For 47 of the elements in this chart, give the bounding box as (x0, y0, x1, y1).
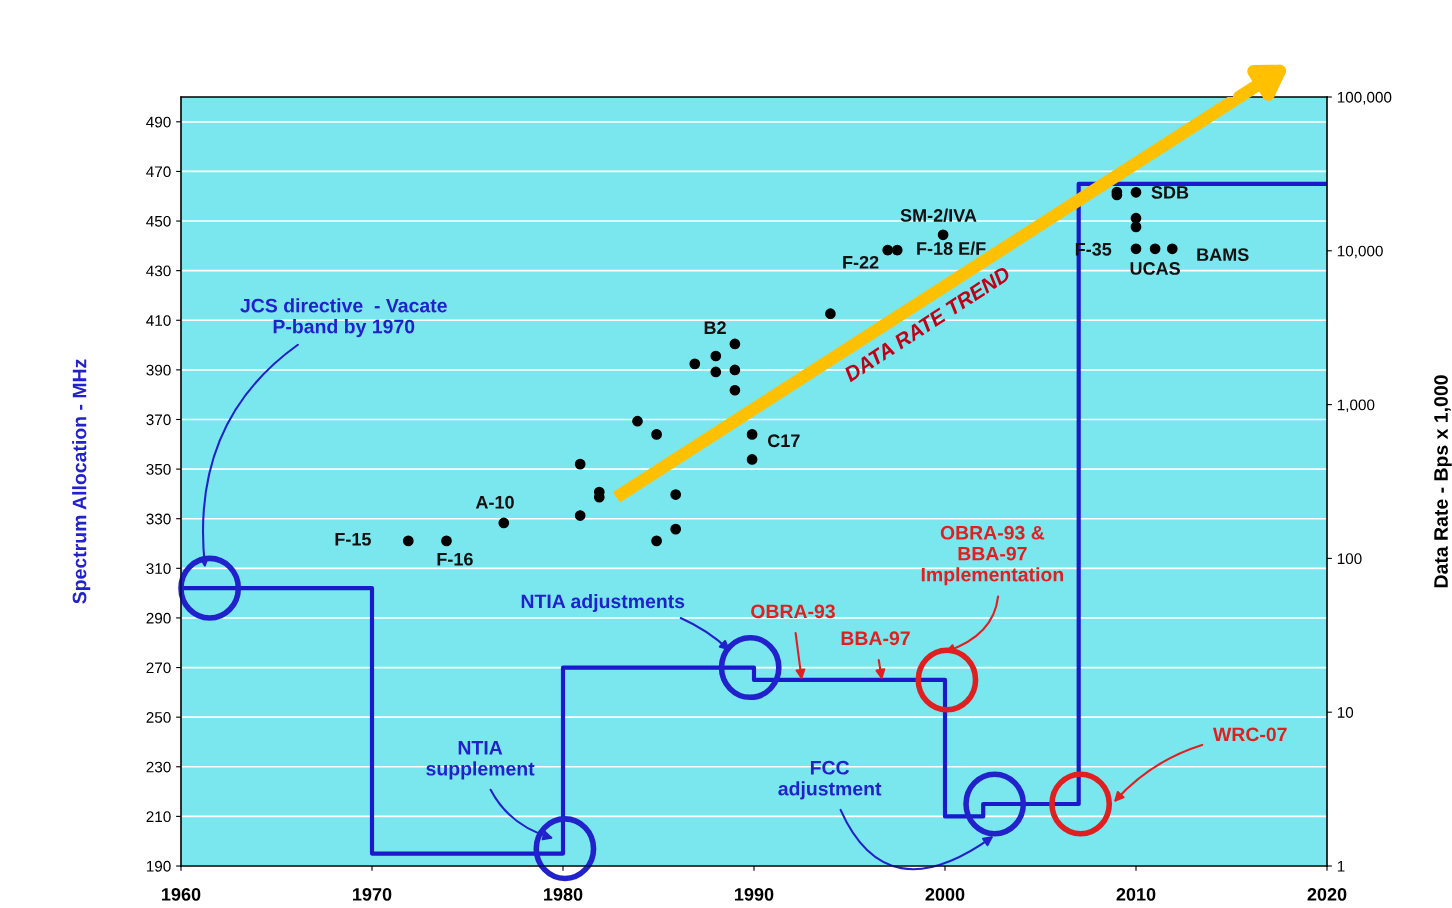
annotation: WRC-07 (1212, 727, 1287, 742)
x-tick-label: 2010 (1116, 888, 1156, 901)
y2-tick-label: 1 (1337, 861, 1345, 872)
annotation: C17 (767, 434, 800, 448)
x-tick-label: 1970 (353, 888, 392, 901)
y2-tick-label: 100 (1337, 553, 1362, 565)
y-tick-label: 270 (146, 662, 171, 674)
y-tick-label: 330 (146, 513, 171, 525)
y-tick-label: 430 (146, 265, 171, 277)
annotation: SDB (1151, 185, 1189, 199)
y-tick-label: 470 (146, 166, 171, 178)
x-tick-label: 1980 (544, 888, 583, 901)
annotation: A-10 (475, 495, 514, 509)
y2-tick-label: 10,000 (1337, 245, 1383, 259)
y-axis-title: Spectrum Allocation - MHz (72, 359, 91, 604)
y-tick-label: 410 (146, 315, 171, 326)
y2-tick-label: 100,000 (1337, 91, 1392, 105)
annotation: F-16 (437, 552, 473, 566)
x-tick-label: 1960 (162, 888, 201, 901)
annotation: NTIA adjustments (521, 593, 685, 613)
x-tick-label: 2020 (1307, 888, 1347, 901)
annotation: JCS directive - Vacate P-band by 1970 (240, 298, 447, 338)
annotation: SM-2/IVA (900, 208, 977, 222)
x-tick-label: 2000 (925, 888, 965, 901)
annotation: BAMS (1197, 248, 1249, 262)
y-tick-label: 370 (146, 414, 171, 426)
y2-axis-title: Data Rate - Bps x 1,000 (1434, 375, 1452, 588)
y2-tick-label: 1,000 (1337, 399, 1375, 413)
y-tick-label: 210 (146, 811, 171, 823)
annotation: B2 (704, 321, 726, 334)
y2-tick-label: 10 (1337, 707, 1354, 718)
annotation: F-15 (335, 532, 371, 546)
y-tick-label: 390 (146, 364, 171, 376)
y-tick-label: 350 (146, 463, 171, 475)
y-tick-label: 450 (146, 215, 171, 227)
y-tick-label: 250 (146, 712, 171, 723)
y-tick-label: 190 (146, 860, 171, 872)
annotation: OBRA-93 (751, 604, 835, 619)
y-tick-label: 290 (146, 612, 171, 624)
annotation: OBRA-93 & BBA-97 Implementation (921, 525, 1064, 586)
annotation: F-22 (843, 255, 879, 269)
y-tick-label: 310 (146, 563, 171, 575)
x-tick-label: 1990 (735, 888, 774, 901)
annotation: BBA-97 (841, 631, 910, 646)
y-tick-label: 490 (146, 116, 171, 128)
y-tick-label: 230 (146, 761, 171, 773)
annotation: F-18 E/F (917, 241, 986, 256)
